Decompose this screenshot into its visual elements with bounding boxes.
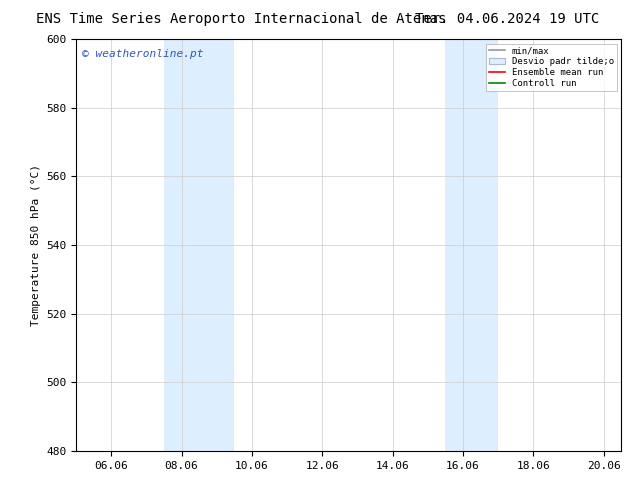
Bar <box>446 39 498 451</box>
Text: © weatheronline.pt: © weatheronline.pt <box>82 49 203 59</box>
Y-axis label: Temperature 850 hPa (°C): Temperature 850 hPa (°C) <box>30 164 41 326</box>
Text: ENS Time Series Aeroporto Internacional de Atenas: ENS Time Series Aeroporto Internacional … <box>36 12 446 26</box>
Bar <box>164 39 235 451</box>
Text: Ter. 04.06.2024 19 UTC: Ter. 04.06.2024 19 UTC <box>415 12 599 26</box>
Legend: min/max, Desvio padr tilde;o, Ensemble mean run, Controll run: min/max, Desvio padr tilde;o, Ensemble m… <box>486 44 617 91</box>
